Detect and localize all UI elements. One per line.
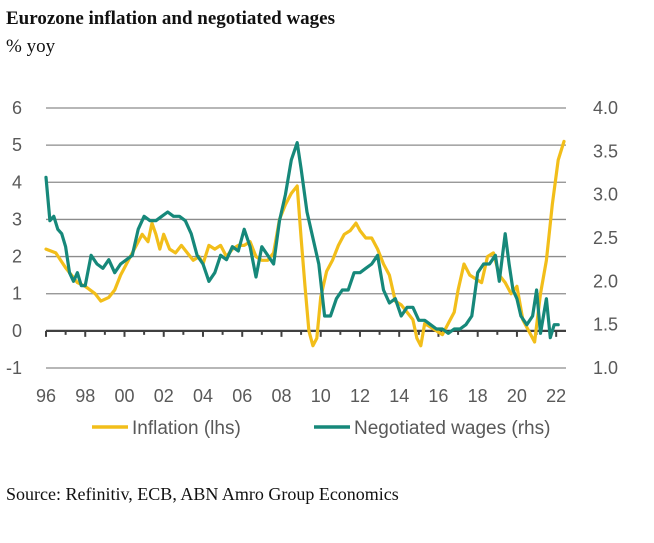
x-axis-tick-label: 12 <box>350 386 370 406</box>
right-axis-tick-label: 3.0 <box>593 185 618 205</box>
legend-label: Inflation (lhs) <box>132 418 241 439</box>
x-axis-tick-label: 02 <box>154 386 174 406</box>
x-axis-tick-label: 18 <box>468 386 488 406</box>
left-axis-tick-label: 2 <box>12 247 22 267</box>
right-axis-tick-label: 4.0 <box>593 98 618 118</box>
source-note: Source: Refinitiv, ECB, ABN Amro Group E… <box>6 484 399 504</box>
x-axis-tick-label: 00 <box>114 386 134 406</box>
x-axis-tick-label: 16 <box>428 386 448 406</box>
x-axis-tick-label: 08 <box>271 386 291 406</box>
right-axis-tick-label: 1.5 <box>593 315 618 335</box>
x-axis-tick-label: 22 <box>546 386 566 406</box>
x-axis-tick-label: 04 <box>193 386 213 406</box>
right-axis-tick-label: 2.5 <box>593 228 618 248</box>
chart-subtitle: % yoy <box>6 36 56 57</box>
negotiated-wages-series-line <box>44 141 560 340</box>
right-axis-tick-label: 3.5 <box>593 141 618 161</box>
x-axis-tick-label: 06 <box>232 386 252 406</box>
left-axis-tick-label: -1 <box>6 358 22 378</box>
right-axis-tick-label: 1.0 <box>593 358 618 378</box>
chart-title: Eurozone inflation and negotiated wages <box>6 8 336 29</box>
left-axis-tick-label: 4 <box>12 172 22 192</box>
right-axis-tick-label: 2.0 <box>593 271 618 291</box>
left-axis-tick-label: 1 <box>12 284 22 304</box>
left-axis-tick-label: 3 <box>12 209 22 229</box>
legend-label: Negotiated wages (rhs) <box>354 418 550 439</box>
inflation-series-line <box>44 139 566 348</box>
x-axis-tick-label: 20 <box>507 386 527 406</box>
x-axis-tick-label: 98 <box>75 386 95 406</box>
left-axis-tick-label: 6 <box>12 98 22 118</box>
x-axis-tick-label: 10 <box>311 386 331 406</box>
x-axis-tick-label: 14 <box>389 386 409 406</box>
left-axis-tick-label: 5 <box>12 135 22 155</box>
x-axis-tick-label: 96 <box>36 386 56 406</box>
left-axis-tick-label: 0 <box>12 321 22 341</box>
